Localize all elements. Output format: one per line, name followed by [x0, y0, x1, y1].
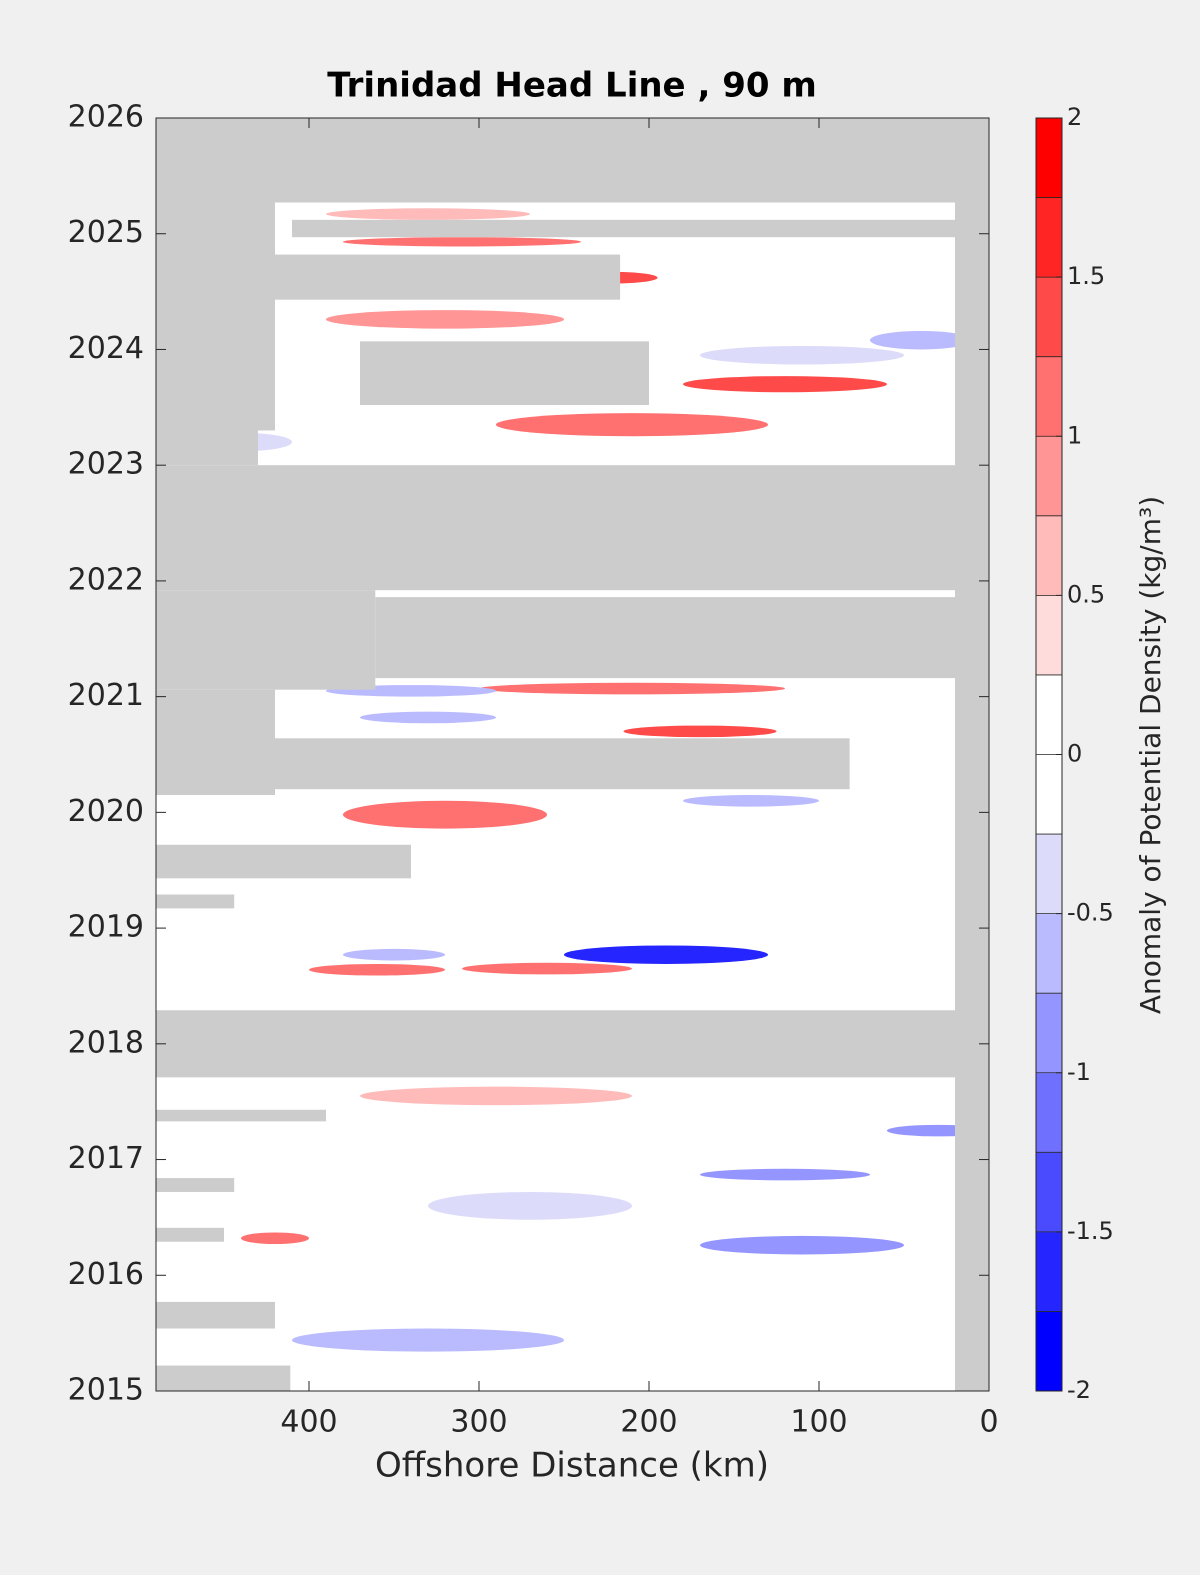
colorbar-swatch [1036, 1152, 1062, 1233]
missing-data [156, 202, 275, 431]
missing-data [156, 1227, 224, 1242]
anomaly-contour [326, 208, 530, 220]
y-tick-label: 2023 [68, 447, 144, 482]
missing-data [275, 738, 850, 790]
anomaly-contour [870, 330, 972, 350]
anomaly-contour [700, 1168, 870, 1181]
anomaly-contour [428, 1191, 632, 1220]
y-tick-label: 2015 [68, 1373, 144, 1408]
missing-data [156, 118, 989, 203]
colorbar-tick-label: -1 [1067, 1058, 1091, 1086]
x-tick-label: 0 [979, 1405, 998, 1440]
x-tick-label: 300 [450, 1405, 507, 1440]
y-tick-label: 2022 [68, 562, 144, 597]
anomaly-contour [343, 948, 445, 961]
anomaly-contour [241, 1232, 309, 1245]
colorbar-tick-label: 1.5 [1067, 262, 1105, 290]
colorbar-label: Anomaly of Potential Density (kg/m³) [1134, 496, 1167, 1014]
colorbar-tick-label: 2 [1067, 103, 1082, 131]
missing-data [292, 219, 955, 238]
colorbar-swatch [1036, 515, 1062, 596]
missing-data [156, 590, 376, 690]
anomaly-contour [623, 725, 777, 738]
y-tick-label: 2016 [68, 1257, 144, 1292]
colorbar-swatch [1036, 993, 1062, 1074]
missing-data [156, 465, 955, 591]
colorbar-tick-label: 0 [1067, 740, 1082, 768]
colorbar-swatch [1036, 197, 1062, 278]
y-tick-label: 2017 [68, 1141, 144, 1176]
missing-data [156, 1178, 235, 1192]
colorbar-swatch [1036, 1072, 1062, 1153]
anomaly-contour [700, 1235, 904, 1255]
colorbar-swatch [1036, 277, 1062, 358]
anomaly-contour [343, 237, 581, 247]
y-tick-label: 2020 [68, 794, 144, 829]
x-tick-label: 200 [620, 1405, 677, 1440]
anomaly-contour [496, 413, 768, 437]
anomaly-contour [360, 1086, 632, 1106]
anomaly-contour [292, 1328, 564, 1352]
missing-data [156, 894, 235, 909]
anomaly-contour [700, 345, 904, 365]
y-tick-label: 2021 [68, 678, 144, 713]
colorbar-tick-label: 1 [1067, 421, 1082, 449]
colorbar-swatch [1036, 674, 1062, 755]
missing-data [156, 1109, 326, 1122]
y-tick-label: 2019 [68, 910, 144, 945]
missing-data [275, 254, 621, 300]
colorbar-swatch [1036, 1231, 1062, 1312]
y-tick-label: 2026 [68, 100, 144, 135]
colorbar-swatch [1036, 1311, 1062, 1392]
anomaly-contour [462, 962, 632, 975]
x-tick-label: 400 [280, 1405, 337, 1440]
missing-data [156, 430, 258, 466]
colorbar-swatch [1036, 834, 1062, 915]
colorbar-tick-label: -2 [1067, 1376, 1091, 1404]
missing-data [360, 341, 649, 406]
anomaly-contour [343, 800, 547, 829]
missing-data [156, 689, 275, 796]
x-axis-label: Offshore Distance (km) [375, 1446, 769, 1486]
missing-data [156, 844, 411, 879]
missing-data [955, 118, 989, 1391]
y-tick-label: 2018 [68, 1025, 144, 1060]
colorbar-swatch [1036, 595, 1062, 676]
anomaly-contour [683, 795, 819, 807]
anomaly-contour [360, 711, 496, 724]
colorbar-swatch [1036, 436, 1062, 517]
colorbar-tick-label: -1.5 [1067, 1217, 1114, 1245]
colorbar-swatch [1036, 118, 1062, 199]
colorbar-tick-label: -0.5 [1067, 899, 1114, 927]
chart-title: Trinidad Head Line , 90 m [327, 66, 817, 106]
anomaly-contour [479, 682, 785, 695]
anomaly-contour [309, 963, 445, 976]
missing-data [156, 1301, 275, 1329]
colorbar-swatch [1036, 356, 1062, 437]
y-tick-label: 2025 [68, 215, 144, 250]
colorbar-tick-label: 0.5 [1067, 580, 1105, 608]
anomaly-contour [683, 376, 887, 393]
colorbar-swatch [1036, 754, 1062, 835]
x-tick-label: 100 [790, 1405, 847, 1440]
y-tick-label: 2024 [68, 331, 144, 366]
missing-data [375, 597, 955, 679]
anomaly-contour [564, 945, 768, 964]
plot-frame [155, 117, 990, 1392]
colorbar-swatch [1036, 913, 1062, 994]
missing-data [156, 1010, 955, 1078]
missing-data [156, 1365, 291, 1391]
anomaly-contour [326, 310, 564, 329]
